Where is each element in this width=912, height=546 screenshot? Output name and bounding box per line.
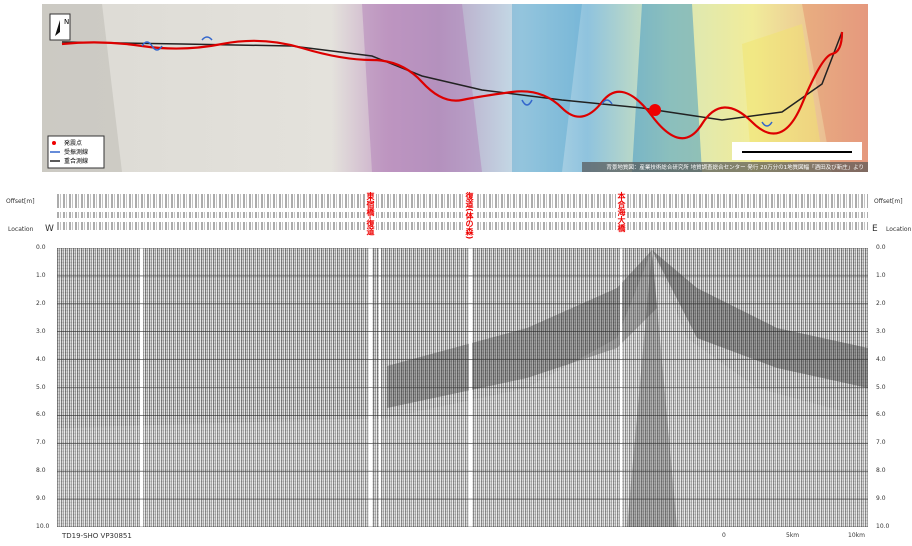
offset-header xyxy=(57,194,868,208)
record-id: TD19-SHO VP30851 xyxy=(62,532,132,540)
time-tick-label: 5.0 xyxy=(876,384,886,391)
time-tick-label: 1.0 xyxy=(876,272,886,279)
time-tick-label: 2.0 xyxy=(876,300,886,307)
legend-label: 重合測線 xyxy=(64,157,88,165)
place-label: 本合海大橋 xyxy=(616,192,627,232)
time-tick-label: 10.0 xyxy=(36,523,49,530)
time-tick-label: 0.0 xyxy=(876,244,886,251)
time-tick-label: 9.0 xyxy=(36,495,46,502)
time-tick-label: 8.0 xyxy=(36,467,46,474)
place-label: 復道(体の森) xyxy=(464,192,475,239)
east-label: E xyxy=(872,224,878,234)
time-tick-label: 6.0 xyxy=(876,411,886,418)
map: N 発震点 受振測線 重合測線 背景地質図：産業技術総合研究所 地質調査総合セン… xyxy=(42,4,868,172)
panel-overlay xyxy=(57,248,868,527)
time-tick-label: 5.0 xyxy=(36,384,46,391)
location-header xyxy=(57,222,868,230)
legend-label: 受振測線 xyxy=(64,148,88,156)
west-label: W xyxy=(45,224,54,234)
time-tick-label: 10.0 xyxy=(876,523,889,530)
time-tick-label: 6.0 xyxy=(36,411,46,418)
legend-symbol xyxy=(52,141,56,145)
time-tick-label: 8.0 xyxy=(876,467,886,474)
time-tick-label: 4.0 xyxy=(36,356,46,363)
scale-label: 0 xyxy=(722,532,726,539)
shot-point xyxy=(649,104,661,116)
time-tick-label: 0.0 xyxy=(36,244,46,251)
time-tick-label: 7.0 xyxy=(36,439,46,446)
seismic-section: Offset[m] Offset[m] Location Location W … xyxy=(0,180,912,546)
map-overlay: N 発震点 受振測線 重合測線 背景地質図：産業技術総合研究所 地質調査総合セン… xyxy=(42,4,868,172)
trace-panel xyxy=(57,248,868,527)
offset-label: Offset[m] xyxy=(874,198,903,205)
time-tick-label: 3.0 xyxy=(876,328,886,335)
time-tick-label: 4.0 xyxy=(876,356,886,363)
location-label: Location xyxy=(8,226,33,233)
time-tick-label: 2.0 xyxy=(36,300,46,307)
map-credit: 背景地質図：産業技術総合研究所 地質調査総合センター 発行 20万分の1地質図幅… xyxy=(606,163,864,171)
time-tick-label: 7.0 xyxy=(876,439,886,446)
time-tick-label: 9.0 xyxy=(876,495,886,502)
trace-header xyxy=(57,212,868,218)
offset-label: Offset[m] xyxy=(6,198,35,205)
scale-label: 10km xyxy=(848,532,865,539)
time-tick-label: 3.0 xyxy=(36,328,46,335)
legend-label: 発震点 xyxy=(64,139,82,147)
north-label: N xyxy=(64,18,69,26)
page: {"map":{"north":"N","legend":["発震点","受振測… xyxy=(0,0,912,546)
time-tick-label: 1.0 xyxy=(36,272,46,279)
place-label: 東宿橋-復道 xyxy=(365,192,376,235)
location-label: Location xyxy=(886,226,911,233)
scale-label: 5km xyxy=(786,532,799,539)
